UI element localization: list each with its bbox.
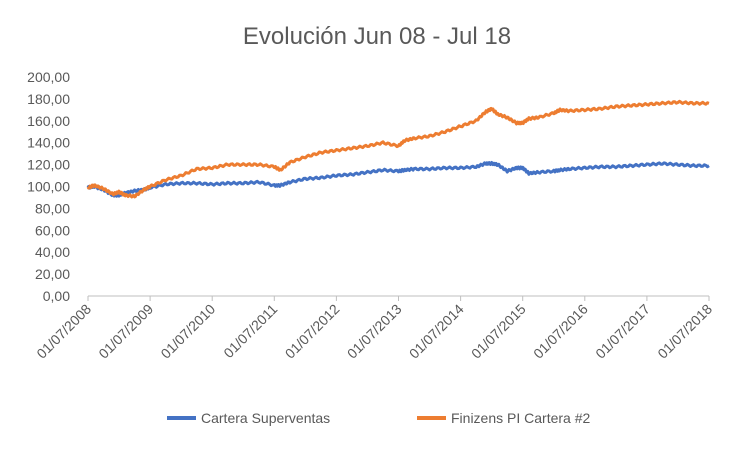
x-tick-label: 01/07/2012 xyxy=(282,301,343,362)
series-layer xyxy=(86,99,710,199)
chart-title: Evolución Jun 08 - Jul 18 xyxy=(243,23,511,50)
x-tick-label: 01/07/2009 xyxy=(95,301,156,362)
y-tick-label: 160,00 xyxy=(27,113,70,129)
y-tick-label: 80,00 xyxy=(35,200,70,216)
y-tick-label: 180,00 xyxy=(27,91,70,107)
x-tick-label: 01/07/2017 xyxy=(592,301,653,362)
y-tick-label: 120,00 xyxy=(27,157,70,173)
series-line-cartera-superventas xyxy=(86,161,710,198)
x-tick-label: 01/07/2011 xyxy=(220,301,280,361)
series-line-finizens-pi-cartera-2 xyxy=(86,99,710,199)
legend: Cartera Superventas Finizens PI Cartera … xyxy=(167,410,590,426)
y-tick-label: 200,00 xyxy=(27,69,70,85)
x-tick-label: 01/07/2008 xyxy=(33,301,94,362)
x-tick-label: 01/07/2018 xyxy=(654,301,715,362)
legend-label-cartera-superventas: Cartera Superventas xyxy=(201,410,330,426)
y-tick-label: 60,00 xyxy=(35,222,70,238)
legend-label-finizens-pi-cartera-2: Finizens PI Cartera #2 xyxy=(451,410,590,426)
y-tick-label: 0,00 xyxy=(43,288,70,304)
x-tick-label: 01/07/2014 xyxy=(406,301,467,362)
x-tick-label: 01/07/2015 xyxy=(468,301,529,362)
x-tick-label: 01/07/2016 xyxy=(530,301,591,362)
y-axis-ticks: 0,00 20,00 40,00 60,00 80,00 100,00 120,00 140,… xyxy=(27,69,70,304)
y-tick-label: 20,00 xyxy=(35,266,70,282)
x-tick-label: 01/07/2013 xyxy=(344,301,405,362)
y-tick-label: 140,00 xyxy=(27,135,70,151)
x-tick-label: 01/07/2010 xyxy=(157,301,218,362)
y-tick-label: 40,00 xyxy=(35,244,70,260)
y-tick-label: 100,00 xyxy=(27,179,70,195)
x-axis-ticks: 01/07/2008 01/07/2009 01/07/2010 01/07/2011… xyxy=(33,296,715,362)
